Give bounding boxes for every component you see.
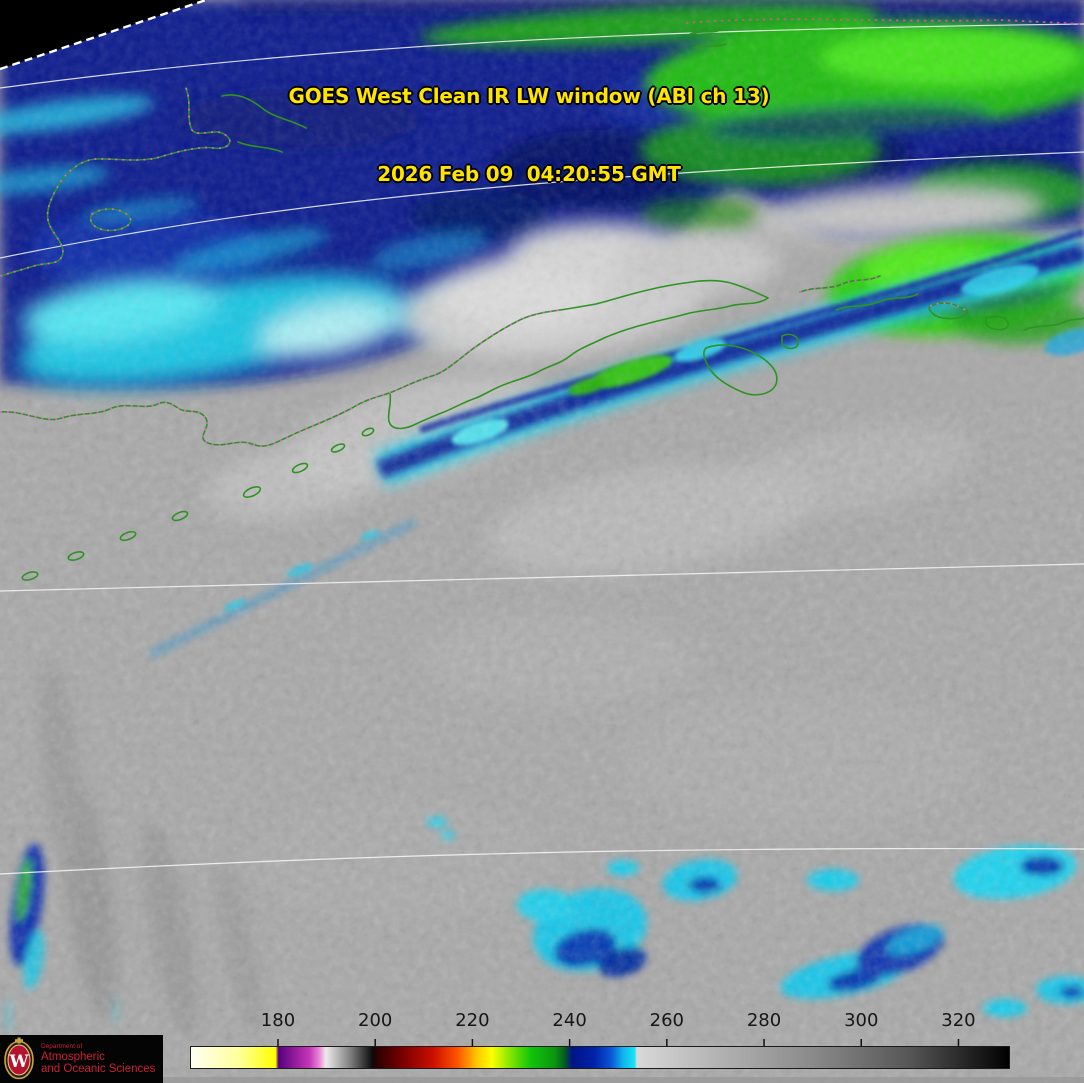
svg-text:W: W (8, 1052, 29, 1072)
colorbar-tick-label: 320 (941, 1010, 976, 1031)
uw-aos-logo: W Department of Atmospheric and Oceanic … (0, 1035, 163, 1083)
colorbar (190, 1039, 1010, 1069)
colorbar-tick-label: 240 (552, 1010, 587, 1031)
title-line-2: 2026 Feb 09 04:20:55 GMT (377, 162, 681, 186)
colorbar-tick-label: 280 (746, 1010, 782, 1031)
political-boundary-dots (0, 87, 969, 447)
colorbar-tick-label: 300 (844, 1010, 879, 1031)
title-line-1: GOES West Clean IR LW window (ABI ch 13) (288, 84, 770, 108)
colorbar-tick-label: 200 (358, 1010, 393, 1031)
colorbar-tick-label: 220 (455, 1010, 490, 1031)
scan-edge (0, 0, 207, 71)
colorbar-gradient-bar (190, 1046, 1010, 1069)
colorbar-tick-label: 180 (260, 1010, 296, 1031)
colorbar-ticks (277, 1039, 960, 1047)
image-title: GOES West Clean IR LW window (ABI ch 13)… (0, 31, 1071, 213)
logo-dept-line: Department of (41, 1042, 83, 1050)
uw-crest-icon: W (4, 1037, 34, 1080)
boundary-dashed-line (685, 18, 1084, 25)
colorbar-tick-label: 260 (649, 1010, 684, 1031)
logo-name-line-2: and Oceanic Sciences (41, 1063, 156, 1075)
logo-name-line-1: Atmospheric (41, 1050, 105, 1063)
